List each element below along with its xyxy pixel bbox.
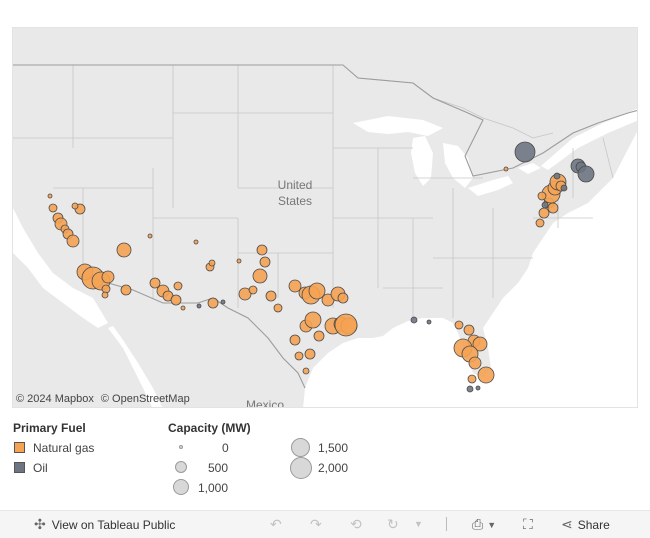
natural-gas-plant-marker[interactable] — [259, 256, 271, 268]
fullscreen-icon[interactable]: ⛶ — [523, 516, 533, 532]
natural-gas-plant-marker[interactable] — [304, 348, 316, 360]
natural-gas-plant-marker[interactable] — [116, 242, 132, 258]
natural-gas-plant-marker[interactable] — [463, 324, 475, 336]
map-canvas[interactable] — [13, 28, 638, 408]
natural-gas-plant-marker[interactable] — [294, 351, 304, 361]
natural-gas-plant-marker[interactable] — [173, 281, 183, 291]
tableau-icon: ✣ — [34, 516, 46, 532]
natural-gas-plant-marker[interactable] — [207, 297, 219, 309]
oil-plant-marker[interactable] — [220, 299, 226, 305]
natural-gas-plant-marker[interactable] — [180, 305, 186, 311]
water — [13, 108, 637, 407]
pause-dropdown-icon[interactable]: ▼ — [414, 519, 423, 529]
natural-gas-plant-marker[interactable] — [288, 279, 302, 293]
natural-gas-swatch[interactable] — [14, 442, 25, 453]
natural-gas-plant-marker[interactable] — [503, 166, 509, 172]
oil-plant-marker[interactable] — [541, 201, 549, 209]
oil-plant-marker[interactable] — [553, 172, 561, 180]
natural-gas-plant-marker[interactable] — [265, 290, 277, 302]
label-mexico: Mexico — [245, 398, 284, 408]
oil-plant-marker[interactable] — [560, 184, 568, 192]
natural-gas-plant-marker[interactable] — [537, 191, 547, 201]
refresh-icon[interactable]: ↻ — [387, 516, 399, 532]
natural-gas-plant-marker[interactable] — [252, 268, 268, 284]
natural-gas-plant-marker[interactable] — [273, 303, 283, 313]
oil-plant-marker[interactable] — [514, 141, 536, 163]
oil-plant-marker[interactable] — [466, 385, 474, 393]
share-icon: ⋖ — [561, 516, 573, 532]
capacity-500-label: 500 — [208, 461, 229, 475]
oil-swatch[interactable] — [14, 462, 25, 473]
natural-gas-label[interactable]: Natural gas — [33, 441, 95, 455]
natural-gas-plant-marker[interactable] — [248, 285, 258, 295]
natural-gas-plant-marker[interactable] — [334, 313, 358, 337]
tableau-toolbar: ✣ View on Tableau Public ↶ ↷ ⟲ ↻ ▼ ⎙ ▼ ⛶ … — [0, 510, 650, 538]
natural-gas-plant-marker[interactable] — [308, 282, 326, 300]
natural-gas-plant-marker[interactable] — [289, 334, 301, 346]
natural-gas-plant-marker[interactable] — [48, 203, 58, 213]
natural-gas-plant-marker[interactable] — [547, 202, 559, 214]
natural-gas-plant-marker[interactable] — [149, 277, 161, 289]
natural-gas-plant-marker[interactable] — [468, 356, 482, 370]
natural-gas-plant-marker[interactable] — [313, 330, 325, 342]
natural-gas-plant-marker[interactable] — [304, 311, 322, 329]
natural-gas-plant-marker[interactable] — [538, 207, 550, 219]
natural-gas-plant-marker[interactable] — [454, 320, 464, 330]
natural-gas-plant-marker[interactable] — [236, 258, 242, 264]
capacity-1500-label: 1,500 — [318, 441, 349, 455]
power-plants[interactable] — [47, 141, 595, 393]
capacity-1000-dot — [173, 479, 189, 495]
capacity-1500-dot — [291, 438, 310, 457]
fuel-legend-title: Primary Fuel — [13, 421, 86, 435]
natural-gas-plant-marker[interactable] — [535, 218, 545, 228]
capacity-500-dot — [175, 461, 187, 473]
natural-gas-plant-marker[interactable] — [101, 270, 115, 284]
capacity-0-label: 0 — [222, 441, 229, 455]
natural-gas-plant-marker[interactable] — [101, 291, 109, 299]
natural-gas-plant-marker[interactable] — [477, 366, 495, 384]
natural-gas-plant-marker[interactable] — [66, 234, 80, 248]
natural-gas-plant-marker[interactable] — [302, 367, 310, 375]
capacity-0-dot — [179, 445, 183, 449]
natural-gas-plant-marker[interactable] — [337, 292, 349, 304]
download-icon[interactable]: ⎙ ▼ — [472, 516, 497, 532]
share-button[interactable]: ⋖ Share — [561, 516, 610, 532]
map-attribution: © 2024 Mapbox © OpenStreetMap — [16, 393, 190, 405]
map[interactable]: United States Mexico © 2024 Mapbox © Ope… — [12, 27, 638, 408]
toolbar-separator — [446, 517, 447, 531]
capacity-1000-label: 1,000 — [198, 481, 229, 495]
capacity-2000-dot — [290, 457, 312, 479]
natural-gas-plant-marker[interactable] — [256, 244, 268, 256]
natural-gas-plant-marker[interactable] — [238, 287, 252, 301]
natural-gas-plant-marker[interactable] — [467, 374, 477, 384]
osm-attribution[interactable]: © OpenStreetMap — [100, 393, 190, 405]
label-united-states: United States — [277, 178, 313, 208]
capacity-legend-title: Capacity (MW) — [168, 421, 251, 435]
oil-plant-marker[interactable] — [410, 316, 418, 324]
natural-gas-plant-marker[interactable] — [47, 193, 53, 199]
oil-plant-marker[interactable] — [475, 385, 481, 391]
natural-gas-plant-marker[interactable] — [147, 233, 153, 239]
undo-icon[interactable]: ↶ — [270, 516, 282, 532]
oil-plant-marker[interactable] — [426, 319, 432, 325]
view-on-tableau-button[interactable]: ✣ View on Tableau Public — [34, 516, 176, 532]
natural-gas-plant-marker[interactable] — [472, 336, 488, 352]
capacity-2000-label: 2,000 — [318, 461, 349, 475]
mapbox-attribution[interactable]: © 2024 Mapbox — [16, 393, 94, 405]
natural-gas-plant-marker[interactable] — [170, 294, 182, 306]
natural-gas-plant-marker[interactable] — [71, 202, 79, 210]
oil-label[interactable]: Oil — [33, 461, 48, 475]
redo-icon[interactable]: ↷ — [310, 516, 322, 532]
oil-plant-marker[interactable] — [196, 303, 202, 309]
oil-plant-marker[interactable] — [577, 165, 595, 183]
natural-gas-plant-marker[interactable] — [193, 239, 199, 245]
natural-gas-plant-marker[interactable] — [120, 284, 132, 296]
country-border — [13, 64, 637, 389]
natural-gas-plant-marker[interactable] — [208, 259, 216, 267]
revert-icon[interactable]: ⟲ — [350, 516, 362, 532]
